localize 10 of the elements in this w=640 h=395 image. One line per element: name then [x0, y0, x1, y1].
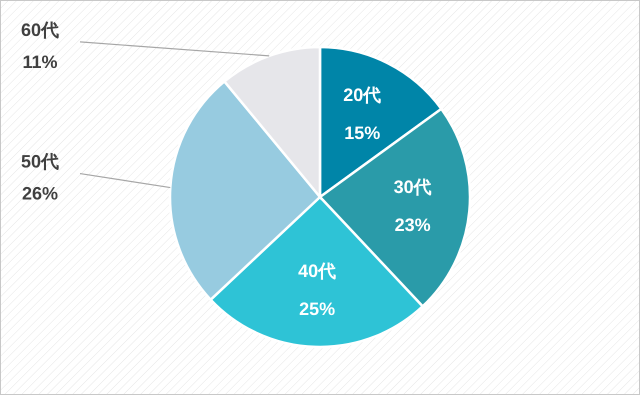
slice-label: 40代 — [298, 260, 336, 281]
data-label: 23% — [394, 214, 431, 235]
slice-label: 60代 — [20, 20, 60, 40]
slice-label: 30代 — [394, 176, 432, 197]
slice-label: 50代 — [20, 152, 60, 172]
slice-label: 20代 — [343, 85, 382, 106]
data-label: 25% — [299, 298, 336, 319]
data-label: 15% — [344, 123, 380, 144]
data-label: 26% — [22, 184, 58, 204]
data-label: 11% — [22, 52, 58, 72]
